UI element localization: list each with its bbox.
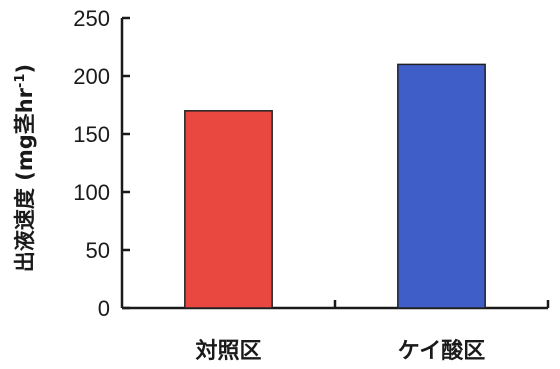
y-axis-title: 出液速度 (mg茎hr-1)	[13, 64, 37, 272]
y-axis-title-close: )	[13, 64, 37, 74]
category-labels: 対照区 ケイ酸区	[195, 339, 485, 364]
y-tick-label: 100	[73, 180, 110, 205]
y-axis-title-main: 出液速度 (mg茎	[13, 113, 37, 272]
bar-1	[184, 110, 273, 309]
y-tick-label: 50	[86, 238, 110, 263]
bars	[184, 63, 486, 309]
category-label: ケイ酸区	[398, 339, 486, 364]
y-tick-label: 250	[73, 6, 110, 31]
bar-2	[397, 63, 486, 309]
y-axis-title-superscript: -1	[13, 74, 28, 88]
y-axis: 0 50 100 150 200 250	[73, 6, 130, 321]
y-tick-label: 0	[98, 296, 110, 321]
category-label: 対照区	[195, 339, 261, 364]
y-tick-label: 200	[73, 64, 110, 89]
y-tick-label: 150	[73, 122, 110, 147]
y-axis-title-unit: hr	[13, 87, 37, 113]
